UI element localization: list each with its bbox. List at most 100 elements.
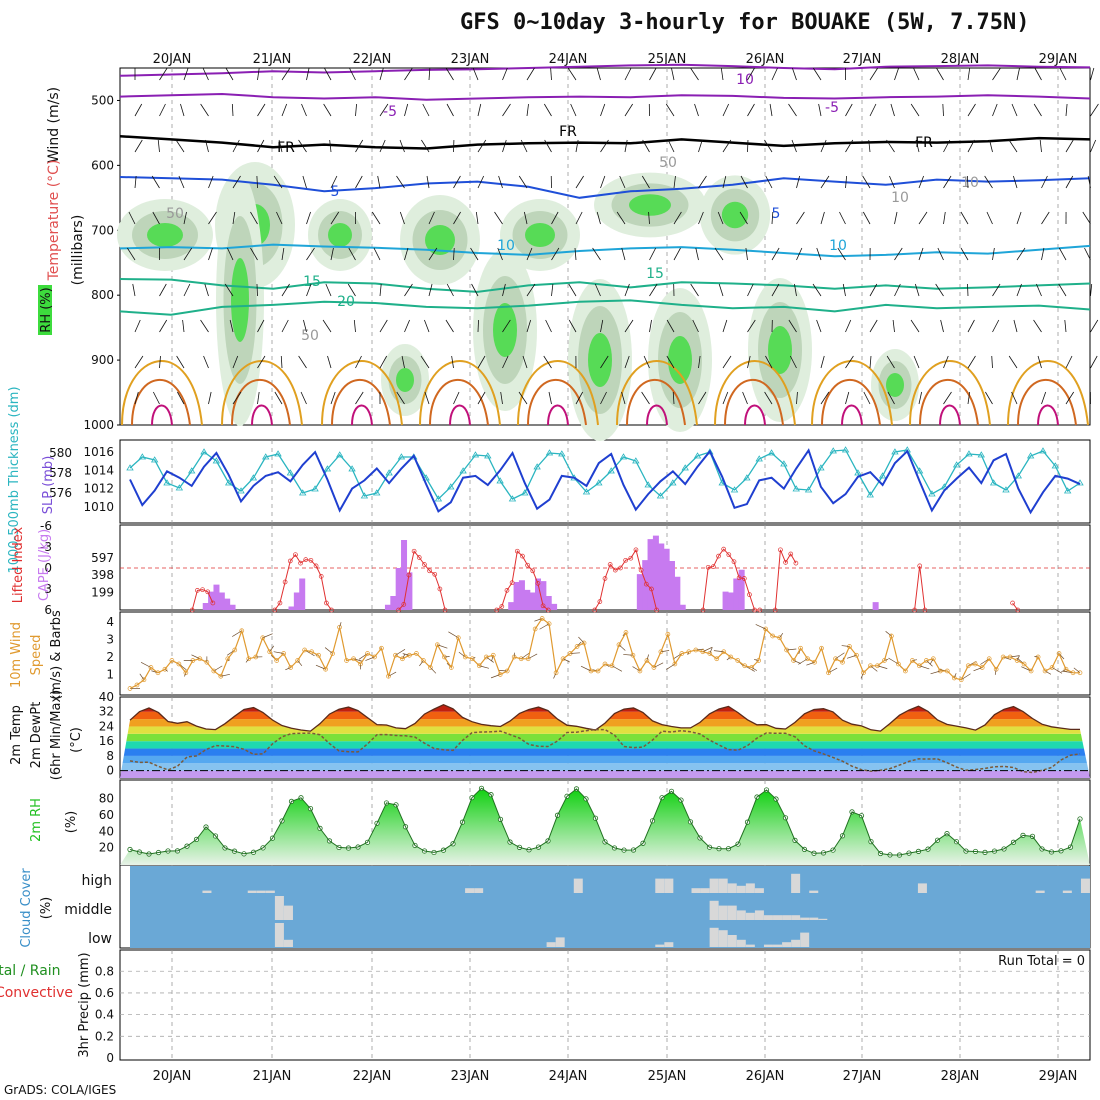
wind-point <box>225 656 231 662</box>
wind-point <box>910 658 915 663</box>
wind-barb <box>544 139 552 153</box>
wind-barb <box>769 103 773 117</box>
contour-label: 50 <box>301 328 319 344</box>
thickness-tick: 580 <box>49 446 72 460</box>
chart-title: GFS 0~10day 3-hourly for BOUAKE (5W, 7.7… <box>460 10 1030 35</box>
wind-barb <box>502 319 511 333</box>
wind-barb <box>424 319 430 333</box>
thickness-point <box>1051 462 1060 469</box>
cape-bar <box>524 589 531 610</box>
li-point <box>731 559 737 565</box>
wind-barb <box>134 175 137 189</box>
pressure-tick: 600 <box>91 158 114 172</box>
isotherm-25 <box>321 360 403 426</box>
wind-barb <box>1016 211 1022 225</box>
li-tick: 6 <box>44 603 52 617</box>
wind-barb <box>722 391 729 405</box>
wind-barb <box>200 319 209 333</box>
middle-cloud-bar <box>800 917 810 920</box>
wind-barb <box>985 391 993 405</box>
li-point <box>721 546 727 552</box>
wind-barb <box>1036 283 1042 297</box>
wind-barb <box>718 283 724 297</box>
wind-barb <box>1090 103 1099 117</box>
wind-barb <box>232 630 242 637</box>
rh-line <box>129 787 1081 856</box>
wind-barb <box>424 391 430 405</box>
wind-barb <box>379 139 386 153</box>
wind-barb <box>1059 67 1067 81</box>
isotherm-30 <box>1017 379 1077 426</box>
wind-barb <box>698 211 704 225</box>
wind-barb <box>618 644 626 651</box>
wind-barb <box>592 247 601 261</box>
slp-line <box>129 448 1081 515</box>
contour-label: 10 <box>829 238 847 254</box>
wind-barb <box>747 67 755 81</box>
wind-barb <box>1065 139 1074 153</box>
wind-barb <box>175 139 185 153</box>
wind-barb <box>1090 67 1095 81</box>
wind-barb <box>1065 391 1075 405</box>
low-cloud-bar <box>800 932 810 947</box>
isotherm-35 <box>744 404 766 426</box>
isotherm-FR <box>119 134 1091 150</box>
isotherm-10 <box>119 243 1091 258</box>
wind-barb <box>862 211 871 225</box>
pressure-tick: 900 <box>91 353 114 367</box>
li-point <box>607 562 613 567</box>
wind-barb <box>1082 211 1091 225</box>
wind-barb <box>940 319 944 333</box>
wind-barb <box>297 660 303 667</box>
thickness-point <box>496 477 504 484</box>
wind-barb <box>522 355 528 369</box>
wind-barb <box>889 175 895 189</box>
li-point <box>205 589 211 595</box>
high-cloud-bar <box>809 890 819 893</box>
wind-point <box>1049 665 1055 670</box>
wind-barb <box>208 247 213 261</box>
wind-barb <box>1064 319 1067 333</box>
li-point <box>272 607 278 613</box>
wind-barb <box>698 355 701 369</box>
wind-barb <box>845 103 853 117</box>
wind-barb <box>816 319 822 333</box>
wind-barb <box>339 622 342 628</box>
cape-bar <box>202 603 209 610</box>
li-point <box>210 600 216 606</box>
wind-barb <box>220 673 230 677</box>
wind-point <box>288 665 294 670</box>
wind-barb <box>1090 283 1093 297</box>
wind-barb <box>913 355 920 369</box>
wind-barb <box>399 211 405 225</box>
top-date-label: 21JAN <box>253 52 292 67</box>
wind-barb <box>257 355 266 369</box>
top-date-label: 26JAN <box>746 52 785 67</box>
wind-point <box>791 658 796 663</box>
temp-band <box>120 733 1090 742</box>
cape-bar <box>508 602 515 610</box>
wind-point <box>162 666 168 672</box>
rh-shade-high <box>425 225 455 255</box>
bottom-date-label: 26JAN <box>746 1069 785 1084</box>
high-cloud-bar <box>736 885 746 893</box>
wind-barb <box>472 67 479 81</box>
wind-barb <box>960 247 969 261</box>
wind-barb <box>353 319 356 333</box>
wind-barb <box>281 283 290 297</box>
wind-barb <box>379 67 384 81</box>
temp-label-a: 2m Temp <box>9 705 24 765</box>
wind-barb <box>1041 247 1045 261</box>
wind-barb <box>863 391 871 405</box>
wind-barb <box>257 139 265 153</box>
wind-barb <box>139 673 145 680</box>
middle-cloud-bar <box>782 915 792 920</box>
middle-cloud-bar <box>274 896 284 920</box>
wind-barb <box>520 139 528 153</box>
rh-shade-high <box>886 373 904 397</box>
wind-barb <box>402 653 410 656</box>
middle-cloud-bar <box>763 915 773 920</box>
thickness-point <box>373 489 381 496</box>
thickness-point <box>187 467 196 474</box>
